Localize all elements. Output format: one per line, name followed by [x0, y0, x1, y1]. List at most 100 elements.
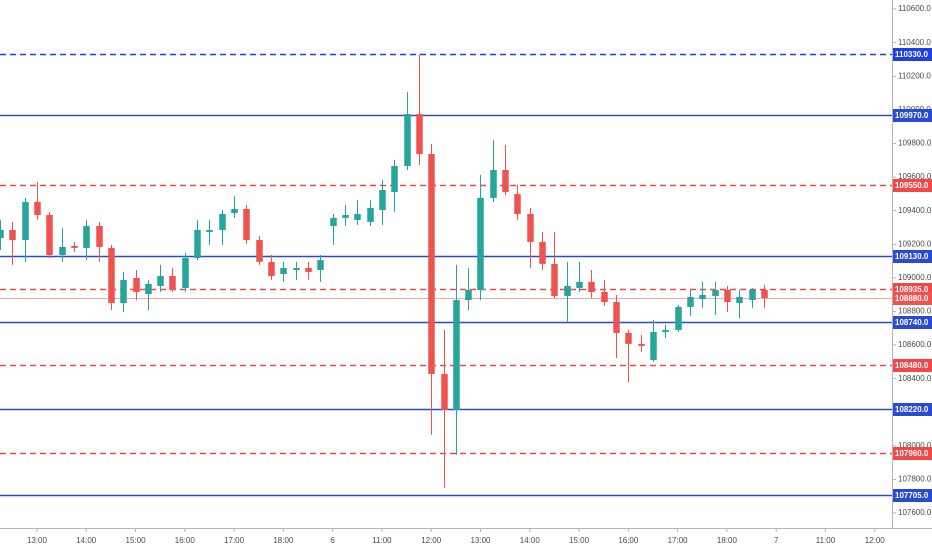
candle-body — [428, 154, 435, 374]
x-tick-label: 13:00 — [27, 536, 48, 545]
candle-body — [108, 247, 115, 304]
level-label: 109970.0 — [895, 111, 929, 120]
x-tick-label: 6 — [330, 536, 335, 545]
level-label-box — [893, 292, 932, 305]
candle-body — [219, 214, 226, 230]
candle-body — [724, 289, 731, 303]
y-tick-label: 108600.0 — [898, 340, 932, 349]
candle-body — [305, 267, 312, 272]
y-tick-label: 110200.0 — [898, 71, 931, 80]
y-tick-label: 107800.0 — [898, 475, 932, 484]
candle-body — [699, 294, 706, 300]
level-label-box — [893, 489, 932, 502]
candle-body — [650, 331, 657, 361]
candle-body — [441, 373, 448, 410]
x-tick-label: 14:00 — [76, 536, 97, 545]
candle-body — [416, 114, 423, 155]
level-label-box — [893, 316, 932, 329]
candle-body — [465, 289, 472, 301]
x-tick-label: 11:00 — [816, 536, 836, 545]
candle-body — [231, 208, 238, 214]
candle-body — [194, 229, 201, 259]
candle-body — [22, 201, 29, 241]
candle-body — [477, 197, 484, 290]
x-tick-label: 17:00 — [668, 536, 689, 545]
y-tick-label: 108800.0 — [898, 307, 932, 316]
y-tick-label: 110600.0 — [898, 4, 931, 13]
candle-body — [576, 281, 583, 288]
candle-body — [736, 297, 743, 304]
candle-body — [502, 170, 509, 193]
level-label-box — [893, 403, 932, 416]
candle-body — [625, 332, 632, 344]
candle-body — [133, 278, 140, 292]
candle-body — [71, 245, 78, 248]
level-label: 108220.0 — [895, 405, 929, 414]
y-tick-label: 107600.0 — [898, 508, 932, 517]
level-label-box — [893, 109, 932, 122]
y-tick-label: 109800.0 — [898, 139, 932, 148]
level-label-box — [893, 447, 932, 460]
y-tick-label: 109200.0 — [898, 239, 932, 248]
candle-body — [0, 229, 4, 239]
candle-body — [206, 229, 213, 232]
candle-body — [490, 170, 497, 198]
x-tick-label: 18:00 — [273, 536, 294, 545]
candle-body — [551, 263, 558, 297]
level-label: 108935.0 — [895, 285, 929, 294]
candle-body — [613, 302, 620, 333]
x-tick-label: 7 — [774, 536, 779, 545]
y-tick-label: 108000.0 — [898, 441, 932, 450]
candle-body — [34, 201, 41, 216]
x-tick-label: 18:00 — [717, 536, 738, 545]
candle-body — [687, 297, 694, 307]
level-label: 108480.0 — [895, 361, 929, 370]
level-label-box — [893, 250, 932, 263]
x-tick-label: 11:00 — [372, 536, 392, 545]
x-tick-label: 15:00 — [569, 536, 590, 545]
candle-body — [761, 289, 768, 299]
candle-body — [317, 260, 324, 270]
candle-body — [9, 229, 16, 241]
candle-body — [243, 208, 250, 241]
candle-body — [330, 217, 337, 226]
candle-body — [749, 289, 756, 301]
y-tick-label: 110400.0 — [898, 38, 931, 47]
candle-body — [256, 240, 263, 262]
candle-body — [539, 241, 546, 264]
candle-body — [157, 276, 164, 286]
level-label: 108740.0 — [895, 318, 929, 327]
y-tick-label: 109400.0 — [898, 206, 932, 215]
level-label-box — [893, 48, 932, 61]
level-label-box — [893, 179, 932, 192]
candle-body — [601, 291, 608, 303]
x-tick-label: 12:00 — [865, 536, 886, 545]
x-tick-label: 16:00 — [175, 536, 196, 545]
level-label-box — [893, 359, 932, 372]
candle-body — [588, 281, 595, 292]
candle-body — [514, 194, 521, 215]
level-label: 109130.0 — [895, 252, 929, 261]
x-tick-label: 13:00 — [470, 536, 491, 545]
x-tick-label: 16:00 — [618, 536, 639, 545]
y-tick-label: 108400.0 — [898, 374, 932, 383]
candle-body — [404, 114, 411, 166]
level-label: 108880.0 — [895, 294, 929, 303]
x-tick-label: 12:00 — [421, 536, 442, 545]
candle-body — [169, 276, 176, 290]
y-tick-label: 109600.0 — [898, 172, 932, 181]
candle-body — [280, 267, 287, 274]
candle-body — [527, 214, 534, 242]
candle-body — [675, 306, 682, 330]
candle-body — [120, 279, 127, 304]
candle-body — [342, 215, 349, 218]
candle-body — [293, 267, 300, 270]
candle-body — [453, 300, 460, 410]
candle-body — [367, 207, 374, 222]
candle-body — [712, 289, 719, 297]
candle-body — [83, 225, 90, 248]
y-tick-label: 109000.0 — [898, 273, 932, 282]
candle-body — [564, 285, 571, 297]
